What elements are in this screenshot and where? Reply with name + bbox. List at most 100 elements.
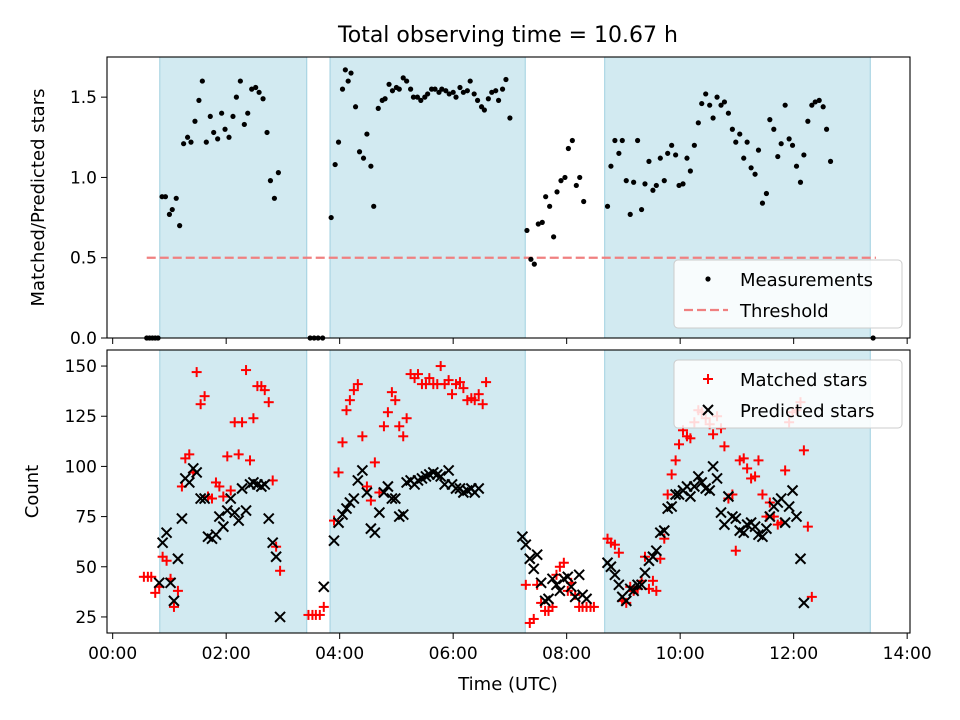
data-point [382,407,393,418]
data-point [169,206,175,213]
x-marker-b [356,464,369,477]
data-point [443,375,454,386]
data-point [270,551,282,563]
data-point [232,514,245,527]
data-point [647,551,659,563]
data-point [236,482,248,495]
data-point [369,526,381,539]
data-point [662,489,673,500]
data-point [539,219,545,225]
data-point [404,78,410,84]
data-point [702,404,714,416]
x-marker-b [240,504,252,517]
x-marker-b [267,536,279,549]
data-point [477,399,488,410]
data-point [398,431,409,442]
ratio-panel: 0.0 0.5 1.0 1.5 Matched/Predicted stars Measu… [28,56,911,349]
data-point [394,421,405,432]
data-point [820,104,826,110]
x-marker-b [352,474,364,487]
data-point [382,96,388,102]
data-point [348,385,359,396]
x-tick-label: 02:00 [202,644,251,664]
data-point [528,563,540,575]
x-marker-b [613,579,625,591]
x-marker-b [520,538,532,551]
x-marker-b [752,528,765,541]
data-point [493,88,499,94]
data-point [703,484,716,497]
x-marker-b [361,486,373,499]
x-marker-b [798,597,810,609]
data-point [472,482,485,495]
x-marker-b [328,534,340,547]
y-tick-label: 150 [65,357,97,377]
data-point [554,189,560,195]
x-marker-b [336,508,349,521]
x-marker-b [156,536,169,549]
data-point [168,601,179,612]
data-point [164,577,177,589]
x-marker-b [688,480,701,493]
data-point [453,94,459,100]
plot-frame [106,56,911,339]
data-point [348,70,354,76]
data-point [318,601,329,612]
x-marker-b [442,464,455,477]
data-point [386,492,398,505]
x-marker-b [650,545,663,557]
data-point [802,521,813,532]
data-point [631,179,637,185]
x-marker-b [198,492,211,505]
data-point [558,178,564,184]
x-marker-b [707,460,719,473]
data-point [156,536,169,549]
data-point [646,158,652,164]
data-point [562,174,568,181]
data-point [752,171,758,177]
data-point [577,174,583,181]
data-point [424,373,435,384]
data-point [757,489,768,500]
data-point [528,256,534,262]
x-marker-b [389,492,401,505]
data-point [798,445,809,456]
data-point [806,591,817,602]
data-point [805,118,811,124]
chart-title: Total observing time = 10.67 h [337,23,678,48]
data-point [573,182,579,189]
data-point [721,99,728,105]
data-point [650,545,663,557]
data-point [237,417,248,428]
legend-label: Matched stars [740,370,867,391]
data-point [226,134,232,140]
x-marker-b [627,585,640,597]
x-marker-b [554,585,566,597]
data-point [222,451,233,462]
data-point [609,539,620,550]
data-point [631,579,644,591]
data-point [360,155,367,161]
data-point [184,134,191,140]
x-marker-b [535,577,547,589]
x-marker-b [434,470,447,483]
x-marker-b [647,551,659,563]
x-marker-b [605,561,617,573]
x-marker-b [232,514,245,527]
data-point [627,211,633,217]
data-point [249,86,255,92]
data-point [333,467,344,478]
data-point [797,179,804,185]
data-point [160,526,173,539]
data-point [195,399,206,410]
data-point [361,486,373,499]
data-point [213,510,226,523]
data-point [722,490,735,503]
data-point [665,500,678,513]
data-point [551,234,557,240]
y-tick-label: 125 [65,407,97,427]
data-point [780,465,791,476]
x-marker-b [658,524,670,537]
data-point [554,585,566,597]
